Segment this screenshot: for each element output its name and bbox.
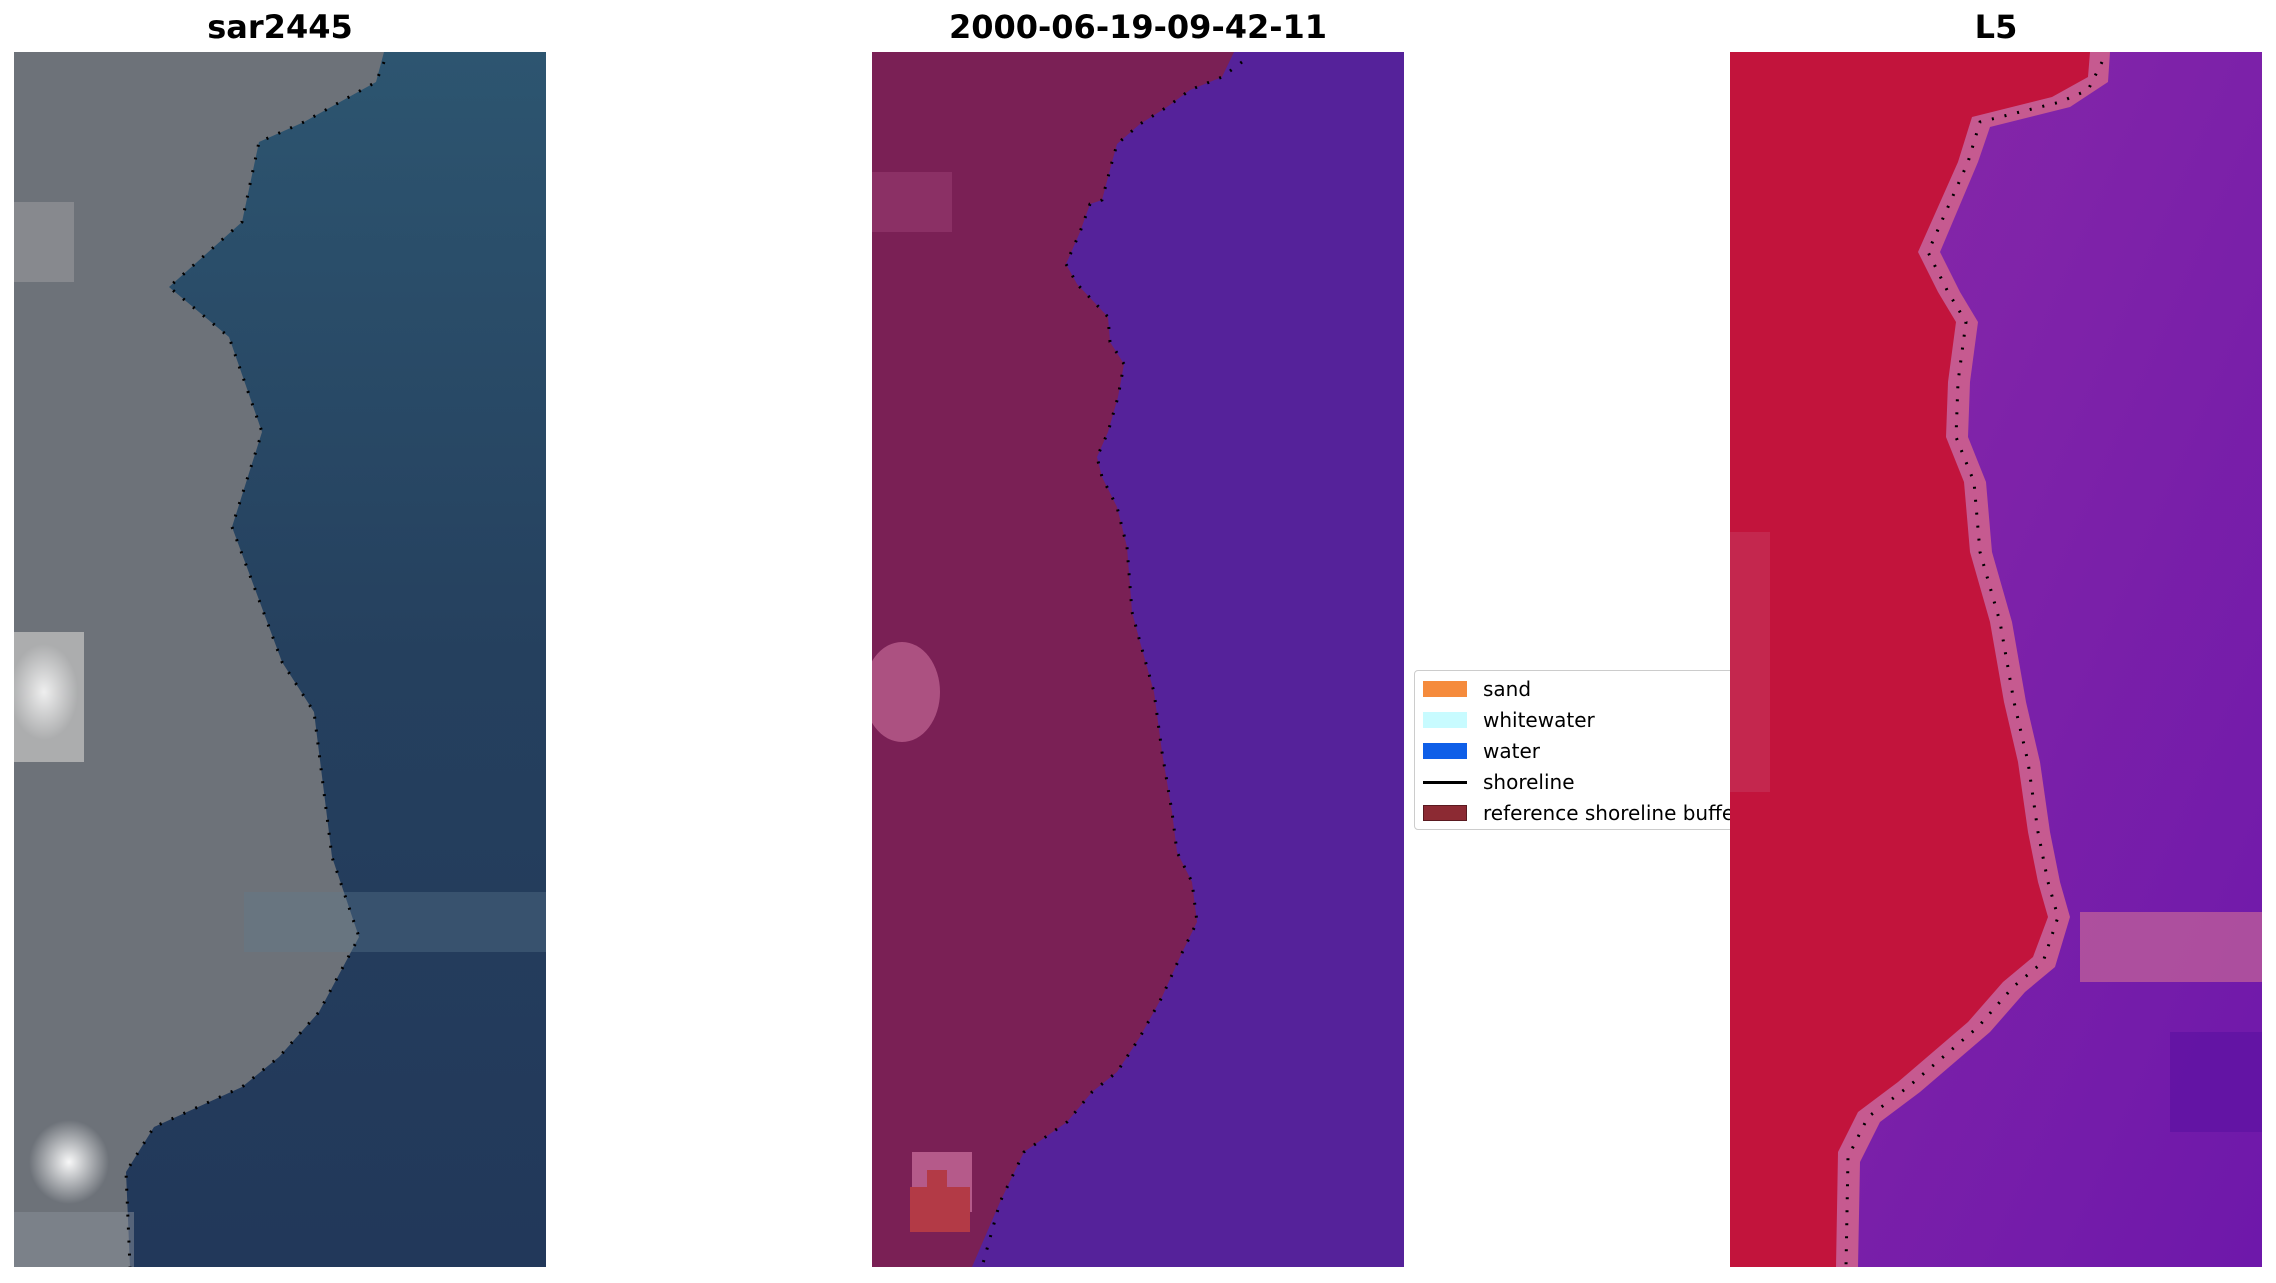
index-image-panel	[1730, 52, 2262, 1267]
legend-label: whitewater	[1483, 708, 1595, 732]
legend-label: sand	[1483, 677, 1532, 701]
legend-label: water	[1483, 739, 1540, 763]
panel-title-rgb: sar2445	[207, 8, 353, 46]
classified-image	[872, 52, 1404, 1267]
legend-item-whitewater: whitewater	[1423, 708, 1595, 732]
panel-title-classified: 2000-06-19-09-42-11	[948, 8, 1328, 46]
shoreline-dots	[980, 60, 1243, 1267]
legend-item-water: water	[1423, 739, 1540, 763]
legend-item-reference-buffer: reference shoreline buffer	[1423, 801, 1742, 825]
shoreline-dots	[124, 61, 386, 1267]
index-image	[1730, 52, 2262, 1267]
panel-title-index: L5	[1974, 8, 2018, 46]
legend-item-shoreline: shoreline	[1423, 770, 1575, 794]
legend-label: reference shoreline buffer	[1483, 801, 1743, 825]
reference-buffer-swatch	[1423, 805, 1467, 821]
whitewater-swatch	[1423, 712, 1467, 728]
legend-item-sand: sand	[1423, 677, 1531, 701]
water-swatch	[1423, 743, 1467, 759]
sand-swatch	[1423, 681, 1467, 697]
classified-image-panel	[872, 52, 1404, 1267]
shoreline-swatch	[1423, 780, 1467, 784]
legend-label: shoreline	[1483, 770, 1575, 794]
legend: sand whitewater water shoreline referenc…	[1414, 670, 1742, 830]
rgb-image-panel	[14, 52, 546, 1267]
rgb-image	[14, 52, 546, 1267]
